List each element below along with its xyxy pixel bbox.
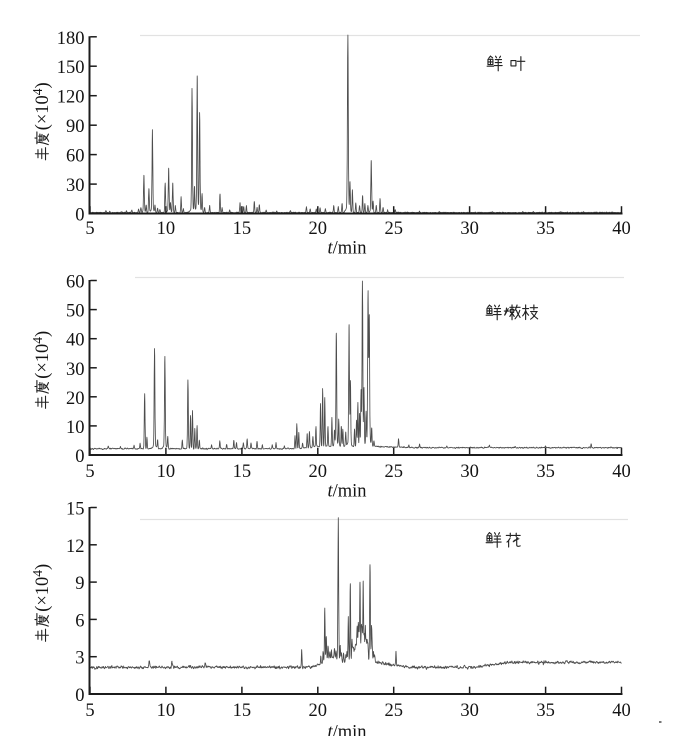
svg-text:90: 90 [66, 117, 85, 137]
svg-text:0: 0 [75, 447, 84, 467]
svg-text:40: 40 [612, 462, 631, 482]
svg-text:150: 150 [57, 58, 85, 78]
svg-text:40: 40 [612, 219, 631, 239]
svg-text:15: 15 [233, 701, 252, 721]
svg-text:t/min: t/min [327, 239, 366, 259]
svg-text:30: 30 [66, 360, 85, 380]
svg-text:25: 25 [384, 219, 403, 239]
svg-text:12: 12 [66, 537, 85, 557]
svg-text:30: 30 [460, 701, 479, 721]
svg-text:35: 35 [536, 219, 555, 239]
svg-text:35: 35 [536, 462, 555, 482]
svg-text:10: 10 [66, 418, 85, 438]
svg-text:20: 20 [66, 389, 85, 409]
svg-text:15: 15 [66, 500, 85, 520]
svg-text:25: 25 [384, 462, 403, 482]
svg-text:120: 120 [57, 88, 85, 108]
svg-text:5: 5 [85, 462, 94, 482]
svg-text:5: 5 [85, 701, 94, 721]
svg-text:5: 5 [85, 219, 94, 239]
svg-text:15: 15 [233, 462, 252, 482]
svg-text:0: 0 [75, 686, 84, 706]
svg-text:20: 20 [309, 219, 328, 239]
svg-text:180: 180 [57, 29, 85, 49]
svg-text:35: 35 [536, 701, 555, 721]
svg-text:30: 30 [460, 219, 479, 239]
svg-text:10: 10 [157, 701, 176, 721]
svg-text:t/min: t/min [327, 482, 366, 502]
svg-text:20: 20 [309, 701, 328, 721]
svg-text:60: 60 [66, 147, 85, 167]
svg-text:60: 60 [66, 273, 85, 293]
svg-text:0: 0 [75, 206, 84, 226]
svg-text:15: 15 [233, 219, 252, 239]
svg-text:40: 40 [612, 701, 631, 721]
svg-text:10: 10 [157, 219, 176, 239]
svg-text:40: 40 [66, 331, 85, 351]
svg-text:30: 30 [460, 462, 479, 482]
svg-text:3: 3 [75, 649, 84, 669]
svg-text:t/min: t/min [327, 723, 366, 736]
svg-text:50: 50 [66, 302, 85, 322]
svg-text:30: 30 [66, 176, 85, 196]
svg-text:9: 9 [75, 574, 84, 594]
svg-text:6: 6 [75, 611, 84, 631]
svg-text:25: 25 [384, 701, 403, 721]
svg-text:10: 10 [157, 462, 176, 482]
svg-text:20: 20 [309, 462, 328, 482]
